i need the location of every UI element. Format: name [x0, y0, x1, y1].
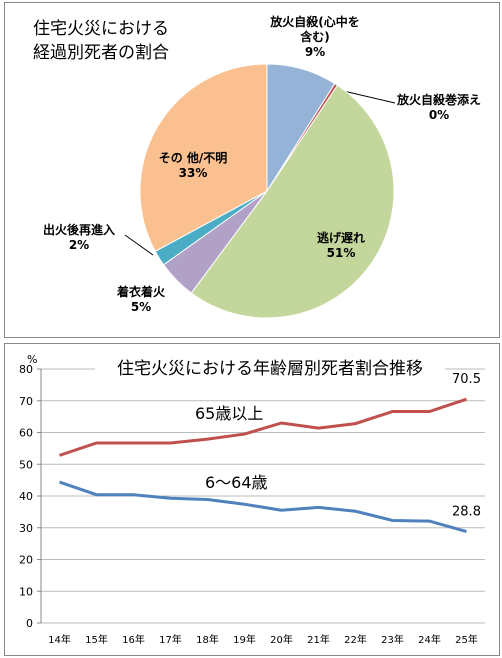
x-tick-label: 22年 — [344, 633, 367, 646]
x-tick-label: 21年 — [307, 633, 330, 646]
slice-label: その 他/不明 33% — [133, 151, 253, 181]
end-value-label: 28.8 — [452, 505, 481, 520]
x-tick-label: 19年 — [233, 633, 256, 646]
series-name: 6～64歳 — [205, 473, 268, 492]
y-tick-label: 20 — [19, 554, 33, 567]
slice-name: その 他/不明 — [158, 151, 228, 165]
x-tick-label: 18年 — [196, 633, 219, 646]
y-tick-label: 60 — [19, 427, 33, 440]
leader-line — [124, 234, 154, 256]
pie-panel: 住宅火災における経過別死者の割合 放火自殺(心中を含む) 9% 放火自殺巻添え 0% 逃… — [4, 2, 500, 338]
slice-label: 逃げ遅れ 51% — [301, 231, 381, 261]
title-bg — [95, 354, 445, 380]
end-value-label: 70.5 — [452, 372, 481, 387]
slice-name: 放火自殺巻添え — [396, 93, 481, 107]
x-tick-label: 14年 — [48, 633, 71, 646]
slice-value: 33% — [178, 166, 208, 180]
y-tick-label: 70 — [19, 395, 33, 408]
slice-label: 着衣着火 5% — [101, 285, 181, 315]
line-chart: 0 10 20 30 40 50 60 70 80% 14年 15年 16年 17年 18年 19年 20年 2… — [19, 353, 485, 646]
pie-title: 住宅火災における経過別死者の割合 — [33, 19, 169, 63]
slice-label: 放火自殺(心中を含む) 9% — [270, 15, 360, 60]
slice-label: 放火自殺巻添え 0% — [392, 93, 487, 123]
pie-slice — [139, 63, 268, 252]
x-tick-label: 20年 — [270, 633, 293, 646]
x-tick-label: 24年 — [418, 633, 441, 646]
pie-slice — [190, 84, 395, 319]
x-tick-label: 15年 — [85, 633, 108, 646]
y-tick-label: 10 — [19, 585, 33, 598]
x-tick-label: 23年 — [381, 633, 404, 646]
slice-value: 2% — [68, 238, 90, 252]
slice-name: 出火後再進入 — [42, 223, 115, 237]
x-tick-label: 25年 — [455, 633, 478, 646]
slice-value: 5% — [130, 300, 152, 314]
slice-value: 51% — [326, 246, 356, 260]
x-tick-label: 16年 — [122, 633, 145, 646]
y-tick-label: 40 — [19, 490, 33, 503]
y-tick-label: 80 — [19, 363, 33, 376]
series-name: 65歳以上 — [195, 404, 263, 423]
slice-name: 着衣着火 — [116, 285, 165, 299]
line-panel: 0 10 20 30 40 50 60 70 80% 14年 15年 16年 17年 18年 19年 20年 2… — [4, 343, 500, 656]
series-line — [59, 397, 467, 457]
slice-value: 0% — [428, 108, 450, 122]
slice-value: 9% — [304, 45, 326, 59]
slice-name: 逃げ遅れ — [316, 231, 365, 245]
slice-name: 放火自殺(心中を含む) — [270, 15, 360, 44]
y-tick-label: 30 — [19, 522, 33, 535]
x-tick-label: 17年 — [159, 633, 182, 646]
y-tick-label: 0 — [26, 617, 33, 630]
slice-label: 出火後再進入 2% — [24, 223, 134, 253]
chart-title: 住宅火災における年齢層別死者割合推移 — [117, 359, 423, 379]
pie-chart — [124, 63, 396, 319]
y-axis-label: % — [27, 353, 37, 366]
series-line — [59, 480, 467, 534]
y-tick-label: 50 — [19, 458, 33, 471]
